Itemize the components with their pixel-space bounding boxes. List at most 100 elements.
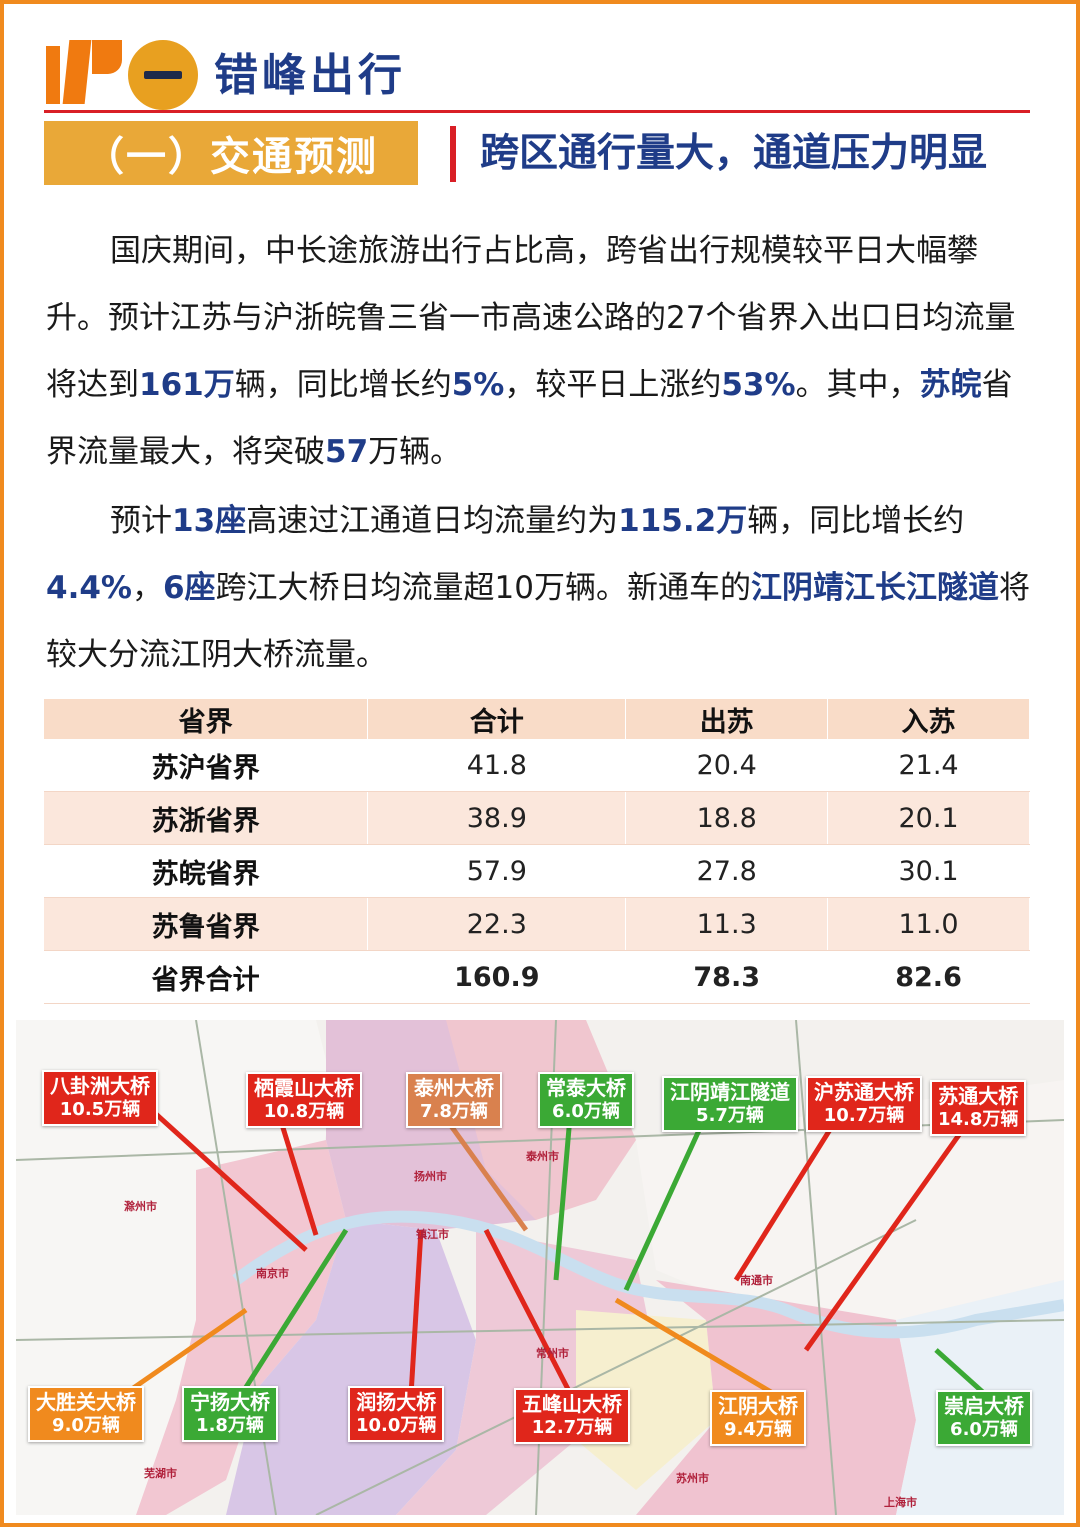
paragraph-text: 国庆期间，中长途旅游出行占比高，跨省出行规模较平日大幅攀升。预计江苏与沪浙皖鲁三… — [46, 233, 1016, 403]
city-label: 镇江市 — [416, 1228, 449, 1241]
bridge-volume: 14.8万辆 — [938, 1109, 1019, 1130]
paragraph-2: 预计13座高速过江通道日均流量约为115.2万辆，同比增长约 4.4%，6座跨江大… — [46, 488, 1036, 689]
headline-accent-bar — [450, 126, 456, 182]
bridge-volume: 5.7万辆 — [696, 1105, 764, 1126]
bridge-label-ningyang: 宁扬大桥 1.8万辆 — [182, 1386, 278, 1442]
column-header: 合计 — [367, 699, 627, 739]
bridge-label-changtai: 常泰大桥 6.0万辆 — [538, 1072, 634, 1128]
bridge-volume: 6.0万辆 — [552, 1101, 620, 1122]
headline: 跨区通行量大，通道压力明显 — [480, 131, 988, 176]
bridge-name: 五峰山大桥 — [522, 1392, 622, 1416]
paragraph-text: 万辆。 — [368, 434, 462, 470]
highlight-value: 江阴靖江长江隧道 — [751, 570, 1000, 606]
highlight-value: 161万 — [139, 367, 235, 403]
column-header: 出苏 — [625, 699, 829, 739]
bridge-volume: 7.8万辆 — [420, 1101, 488, 1122]
highlight-value: 5% — [451, 367, 505, 403]
table-cell: 27.8 — [625, 844, 829, 898]
bridge-label-runyang: 润扬大桥 10.0万辆 — [348, 1386, 445, 1442]
table-cell: 18.8 — [625, 791, 829, 845]
header-logo-icon — [46, 40, 122, 104]
row-label: 苏鲁省界 — [44, 897, 369, 951]
bridge-name: 栖霞山大桥 — [254, 1076, 354, 1100]
paragraph-text: 辆，同比增长约 — [747, 503, 965, 539]
paragraph-text: 跨江大桥日均流量超10万辆。新通车的 — [215, 570, 752, 606]
highlight-value: 4.4% — [46, 570, 132, 606]
bridge-label-sutong: 苏通大桥 14.8万辆 — [930, 1080, 1027, 1136]
table-cell: 20.4 — [625, 739, 829, 792]
row-label: 苏沪省界 — [44, 739, 369, 792]
table-cell: 160.9 — [367, 950, 627, 1004]
table-cell: 82.6 — [827, 950, 1030, 1004]
border-traffic-table: 省界 合计 出苏 入苏 苏沪省界 41.8 20.4 21.4 苏浙省界 38.… — [44, 699, 1030, 1004]
bridge-name: 大胜关大桥 — [36, 1390, 136, 1414]
bridge-volume: 9.4万辆 — [724, 1419, 792, 1440]
bridge-volume: 10.0万辆 — [356, 1415, 437, 1436]
highlight-value: 苏皖 — [919, 367, 982, 403]
city-label: 苏州市 — [676, 1472, 709, 1485]
table-cell: 22.3 — [367, 897, 627, 951]
bridge-name: 八卦洲大桥 — [50, 1074, 150, 1098]
row-label: 苏皖省界 — [44, 844, 369, 898]
table-cell: 21.4 — [827, 739, 1030, 792]
bridge-label-dashengguan: 大胜关大桥 9.0万辆 — [28, 1386, 144, 1442]
paragraph-text: 省界流量最大，将突破 — [46, 367, 1013, 470]
highlight-value: 13座 — [172, 503, 247, 539]
table-header-row: 省界 合计 出苏 入苏 — [44, 699, 1030, 739]
paragraph-text: 预计 — [110, 503, 172, 539]
city-label: 滁州市 — [124, 1200, 157, 1213]
bridge-label-jiangyin-jingjiang-tunnel: 江阴靖江隧道 5.7万辆 — [662, 1076, 798, 1132]
city-label: 常州市 — [536, 1347, 569, 1360]
header-divider — [44, 110, 1030, 113]
table-total-row: 省界合计 160.9 78.3 82.6 — [44, 950, 1030, 1004]
highlight-value: 115.2万 — [618, 503, 748, 539]
row-label: 苏浙省界 — [44, 791, 369, 845]
city-label: 南京市 — [256, 1267, 289, 1280]
bridge-name: 江阴靖江隧道 — [670, 1080, 790, 1104]
highlight-value: 6座 — [162, 570, 216, 606]
table-cell: 30.1 — [827, 844, 1030, 898]
bridge-name: 江阴大桥 — [718, 1394, 798, 1418]
paragraph-text: 。其中， — [795, 367, 920, 403]
city-label: 芜湖市 — [144, 1467, 177, 1480]
table-cell: 57.9 — [367, 844, 627, 898]
table-row: 苏沪省界 41.8 20.4 21.4 — [44, 739, 1030, 792]
highlight-value: 57 — [325, 434, 369, 470]
bridge-volume: 12.7万辆 — [531, 1417, 613, 1438]
table-row: 苏浙省界 38.9 18.8 20.1 — [44, 791, 1030, 845]
city-label: 扬州市 — [414, 1170, 447, 1183]
paragraph-text: 将较大分流江阴大桥流量。 — [46, 570, 1031, 673]
bridge-label-taizhou: 泰州大桥 7.8万辆 — [406, 1072, 502, 1128]
subsection-title: （一）交通预测 — [44, 121, 418, 185]
city-label: 南通市 — [740, 1274, 773, 1287]
bridge-label-husutong: 沪苏通大桥 10.7万辆 — [806, 1076, 922, 1132]
bridge-volume: 6.0万辆 — [950, 1419, 1018, 1440]
bridge-volume: 10.8万辆 — [263, 1101, 345, 1122]
paragraph-text: ，较平日上涨约 — [504, 367, 722, 403]
paragraph-text: 辆，同比增长约 — [234, 367, 452, 403]
bridge-volume: 9.0万辆 — [52, 1415, 120, 1436]
bridge-name: 沪苏通大桥 — [814, 1080, 914, 1104]
highlight-value: 53% — [721, 367, 796, 403]
table-cell: 78.3 — [625, 950, 829, 1004]
bridge-name: 常泰大桥 — [546, 1076, 626, 1100]
section-number-badge — [128, 40, 198, 110]
river-crossing-map: 滁州市 南京市 扬州市 镇江市 泰州市 南通市 常州市 芜湖市 苏州市 上海市 … — [16, 1020, 1064, 1515]
paragraph-text: 高速过江通道日均流量约为 — [246, 503, 619, 539]
paragraph-1: 国庆期间，中长途旅游出行占比高，跨省出行规模较平日大幅攀升。预计江苏与沪浙皖鲁三… — [46, 218, 1036, 486]
bridge-name: 宁扬大桥 — [190, 1390, 270, 1414]
city-label: 泰州市 — [526, 1150, 559, 1163]
bridge-label-qixiashan: 栖霞山大桥 10.8万辆 — [246, 1072, 362, 1128]
bridge-label-chongqi: 崇启大桥 6.0万辆 — [936, 1390, 1032, 1446]
table-cell: 11.3 — [625, 897, 829, 951]
paragraph-text: ， — [131, 570, 163, 606]
table-cell: 41.8 — [367, 739, 627, 792]
bridge-label-baguazhou: 八卦洲大桥 10.5万辆 — [42, 1070, 158, 1126]
table-row: 苏鲁省界 22.3 11.3 11.0 — [44, 897, 1030, 951]
city-label: 上海市 — [884, 1496, 917, 1509]
bridge-name: 苏通大桥 — [938, 1084, 1019, 1108]
bridge-name: 崇启大桥 — [944, 1394, 1024, 1418]
bridge-name: 泰州大桥 — [414, 1076, 494, 1100]
column-header: 省界 — [44, 699, 369, 739]
bridge-label-wufengshan: 五峰山大桥 12.7万辆 — [514, 1388, 630, 1444]
